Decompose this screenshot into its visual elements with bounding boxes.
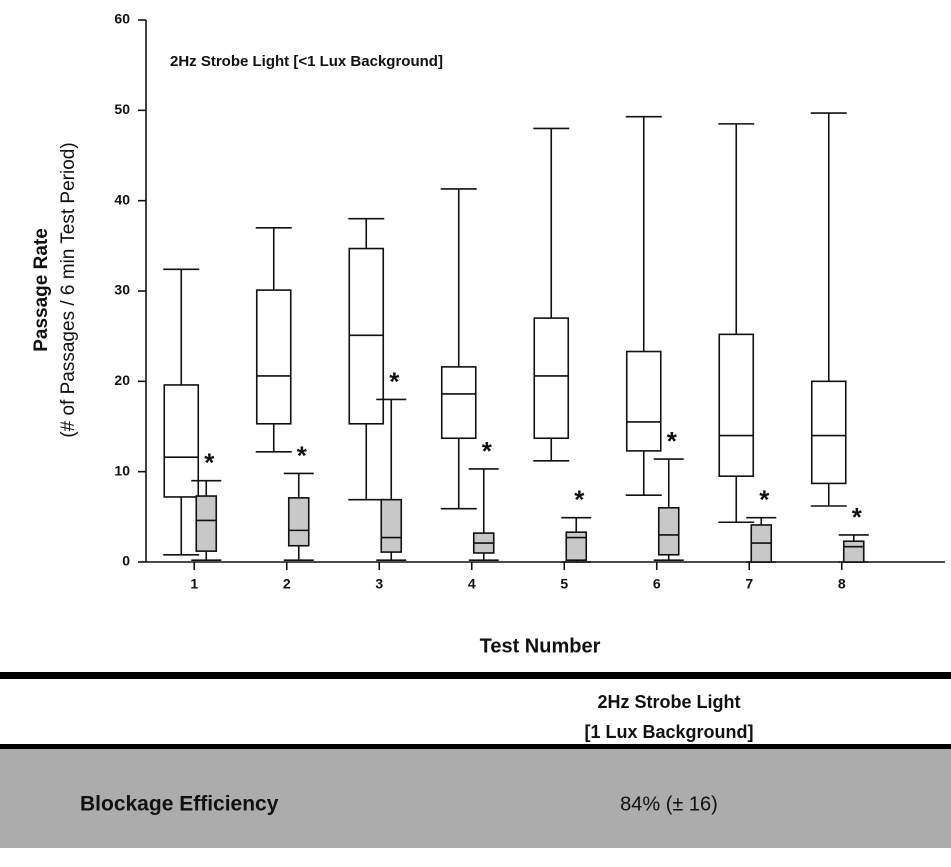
box	[810, 380, 847, 485]
box	[842, 540, 865, 563]
box	[440, 366, 477, 440]
annotation: *	[667, 426, 678, 456]
annotation: *	[204, 448, 215, 478]
x-axis-label: Test Number	[480, 635, 601, 657]
annotation: *	[759, 485, 770, 515]
box	[380, 498, 403, 553]
annotation: *	[482, 436, 493, 466]
x-tick-label: 5	[560, 576, 568, 592]
box	[287, 497, 310, 547]
table-cell: Blockage Efficiency	[80, 793, 279, 816]
x-tick-label: 2	[283, 576, 291, 592]
table-rule	[0, 744, 951, 749]
box	[657, 506, 680, 556]
annotation: *	[574, 485, 585, 515]
box	[533, 317, 570, 440]
y-tick-label: 30	[114, 282, 130, 298]
box	[255, 289, 292, 425]
y-tick-label: 60	[114, 11, 130, 27]
x-tick-label: 1	[190, 576, 198, 592]
y-tick-label: 20	[114, 372, 130, 388]
x-tick-label: 7	[745, 576, 753, 592]
y-axis-label: Passage Rate	[31, 228, 52, 352]
box	[718, 333, 755, 477]
box	[348, 247, 385, 425]
table-rule	[0, 672, 951, 679]
y-tick-label: 0	[122, 553, 130, 569]
x-tick-label: 3	[375, 576, 383, 592]
x-tick-label: 8	[838, 576, 846, 592]
box	[565, 531, 588, 561]
annotation: *	[297, 440, 308, 470]
box	[625, 350, 662, 452]
box	[163, 384, 200, 498]
table-header: 2Hz Strobe Light	[598, 692, 741, 712]
table-cell: 84% (± 16)	[620, 793, 718, 815]
chart-title: 2Hz Strobe Light [<1 Lux Background]	[170, 53, 443, 70]
x-tick-label: 4	[468, 576, 476, 592]
box	[195, 495, 218, 552]
y-tick-label: 40	[114, 191, 130, 207]
annotation: *	[389, 366, 400, 396]
y-tick-label: 10	[114, 462, 130, 478]
table-header: [1 Lux Background]	[584, 722, 753, 742]
y-tick-label: 50	[114, 101, 130, 117]
x-tick-label: 6	[653, 576, 661, 592]
table-row	[0, 749, 951, 848]
annotation: *	[852, 502, 863, 532]
y-axis-label: (# of Passages / 6 min Test Period)	[58, 142, 79, 437]
